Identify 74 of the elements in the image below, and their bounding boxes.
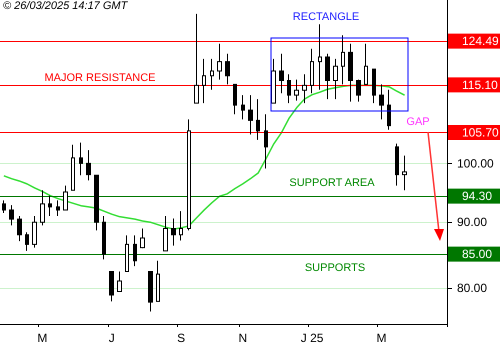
candlestick xyxy=(140,228,145,249)
ref-line-label: 105.70 xyxy=(462,125,500,140)
candlestick xyxy=(302,74,307,104)
ref-line-label: 94.30 xyxy=(462,189,492,204)
candlestick xyxy=(171,218,176,246)
candlestick xyxy=(233,84,237,115)
candlestick xyxy=(133,234,137,267)
candlestick xyxy=(287,74,291,104)
annotation: SUPPORTS xyxy=(304,262,366,274)
x-tick-label: M xyxy=(376,331,386,345)
x-tick-label: M xyxy=(37,331,48,345)
ref-line-label: 85.00 xyxy=(462,247,492,262)
candlestick xyxy=(325,53,330,100)
annotation: SUPPORT AREA xyxy=(289,177,376,189)
y-tick-label: 90.00 xyxy=(457,215,488,230)
candlestick xyxy=(379,84,384,120)
candlestick xyxy=(63,185,68,210)
candlestick xyxy=(395,143,399,186)
candlestick xyxy=(225,53,230,85)
candlestick xyxy=(264,114,268,169)
candlestick xyxy=(9,204,14,226)
candlestick xyxy=(202,58,206,104)
candlestick xyxy=(117,270,122,292)
candlestick xyxy=(163,216,168,252)
annotation: RECTANGLE xyxy=(292,11,360,23)
candlestick xyxy=(71,144,75,191)
candlestick xyxy=(94,174,99,231)
x-tick-label: N xyxy=(238,331,248,345)
candlestick xyxy=(125,234,129,272)
x-tick-label: J 25 xyxy=(300,331,324,345)
candlestick xyxy=(17,216,22,242)
candlestick xyxy=(333,58,338,100)
ref-line-label: 115.10 xyxy=(462,78,498,92)
candlestick xyxy=(241,94,245,120)
ref-line-label: 124.49 xyxy=(462,34,500,48)
candlestick xyxy=(217,43,222,80)
x-tick-label: J xyxy=(108,331,115,345)
x-tick-label: S xyxy=(177,331,186,345)
candlestick xyxy=(341,34,345,85)
line-series xyxy=(3,84,406,230)
candlestick xyxy=(372,68,376,104)
candlestick xyxy=(318,24,322,90)
candlestick xyxy=(187,118,191,231)
candlestick xyxy=(279,53,284,94)
candlestick xyxy=(348,43,353,102)
candlestick xyxy=(156,260,160,302)
candlestick xyxy=(194,13,199,104)
candlestick xyxy=(109,270,114,302)
candlestick xyxy=(294,79,299,102)
candlestick xyxy=(310,48,314,94)
candlestick xyxy=(364,43,368,85)
y-tick-label: 80.00 xyxy=(457,280,488,295)
annotation: MAJOR RESISTANCE xyxy=(44,72,156,84)
candlestick xyxy=(179,210,183,241)
candlestick xyxy=(79,142,83,176)
candlestick xyxy=(248,94,253,136)
y-tick-label: 100.00 xyxy=(457,156,494,170)
candlestick xyxy=(86,150,91,181)
candlestick xyxy=(271,58,276,104)
candlestick xyxy=(2,200,6,214)
candlestick xyxy=(56,200,60,217)
candlestick xyxy=(356,79,361,102)
candlestick xyxy=(102,216,106,260)
candlestick xyxy=(210,58,214,90)
candlestick xyxy=(48,195,52,217)
candlestick xyxy=(256,98,260,140)
annotation: GAP xyxy=(406,116,430,128)
candlestick xyxy=(387,89,391,130)
candlestick xyxy=(402,155,407,191)
candlestick xyxy=(148,270,153,312)
candlestick xyxy=(25,232,29,252)
candlestick xyxy=(32,216,37,248)
candlestick xyxy=(40,190,45,226)
chart-title: © 26/03/2025 14:17 GMT xyxy=(3,0,128,12)
